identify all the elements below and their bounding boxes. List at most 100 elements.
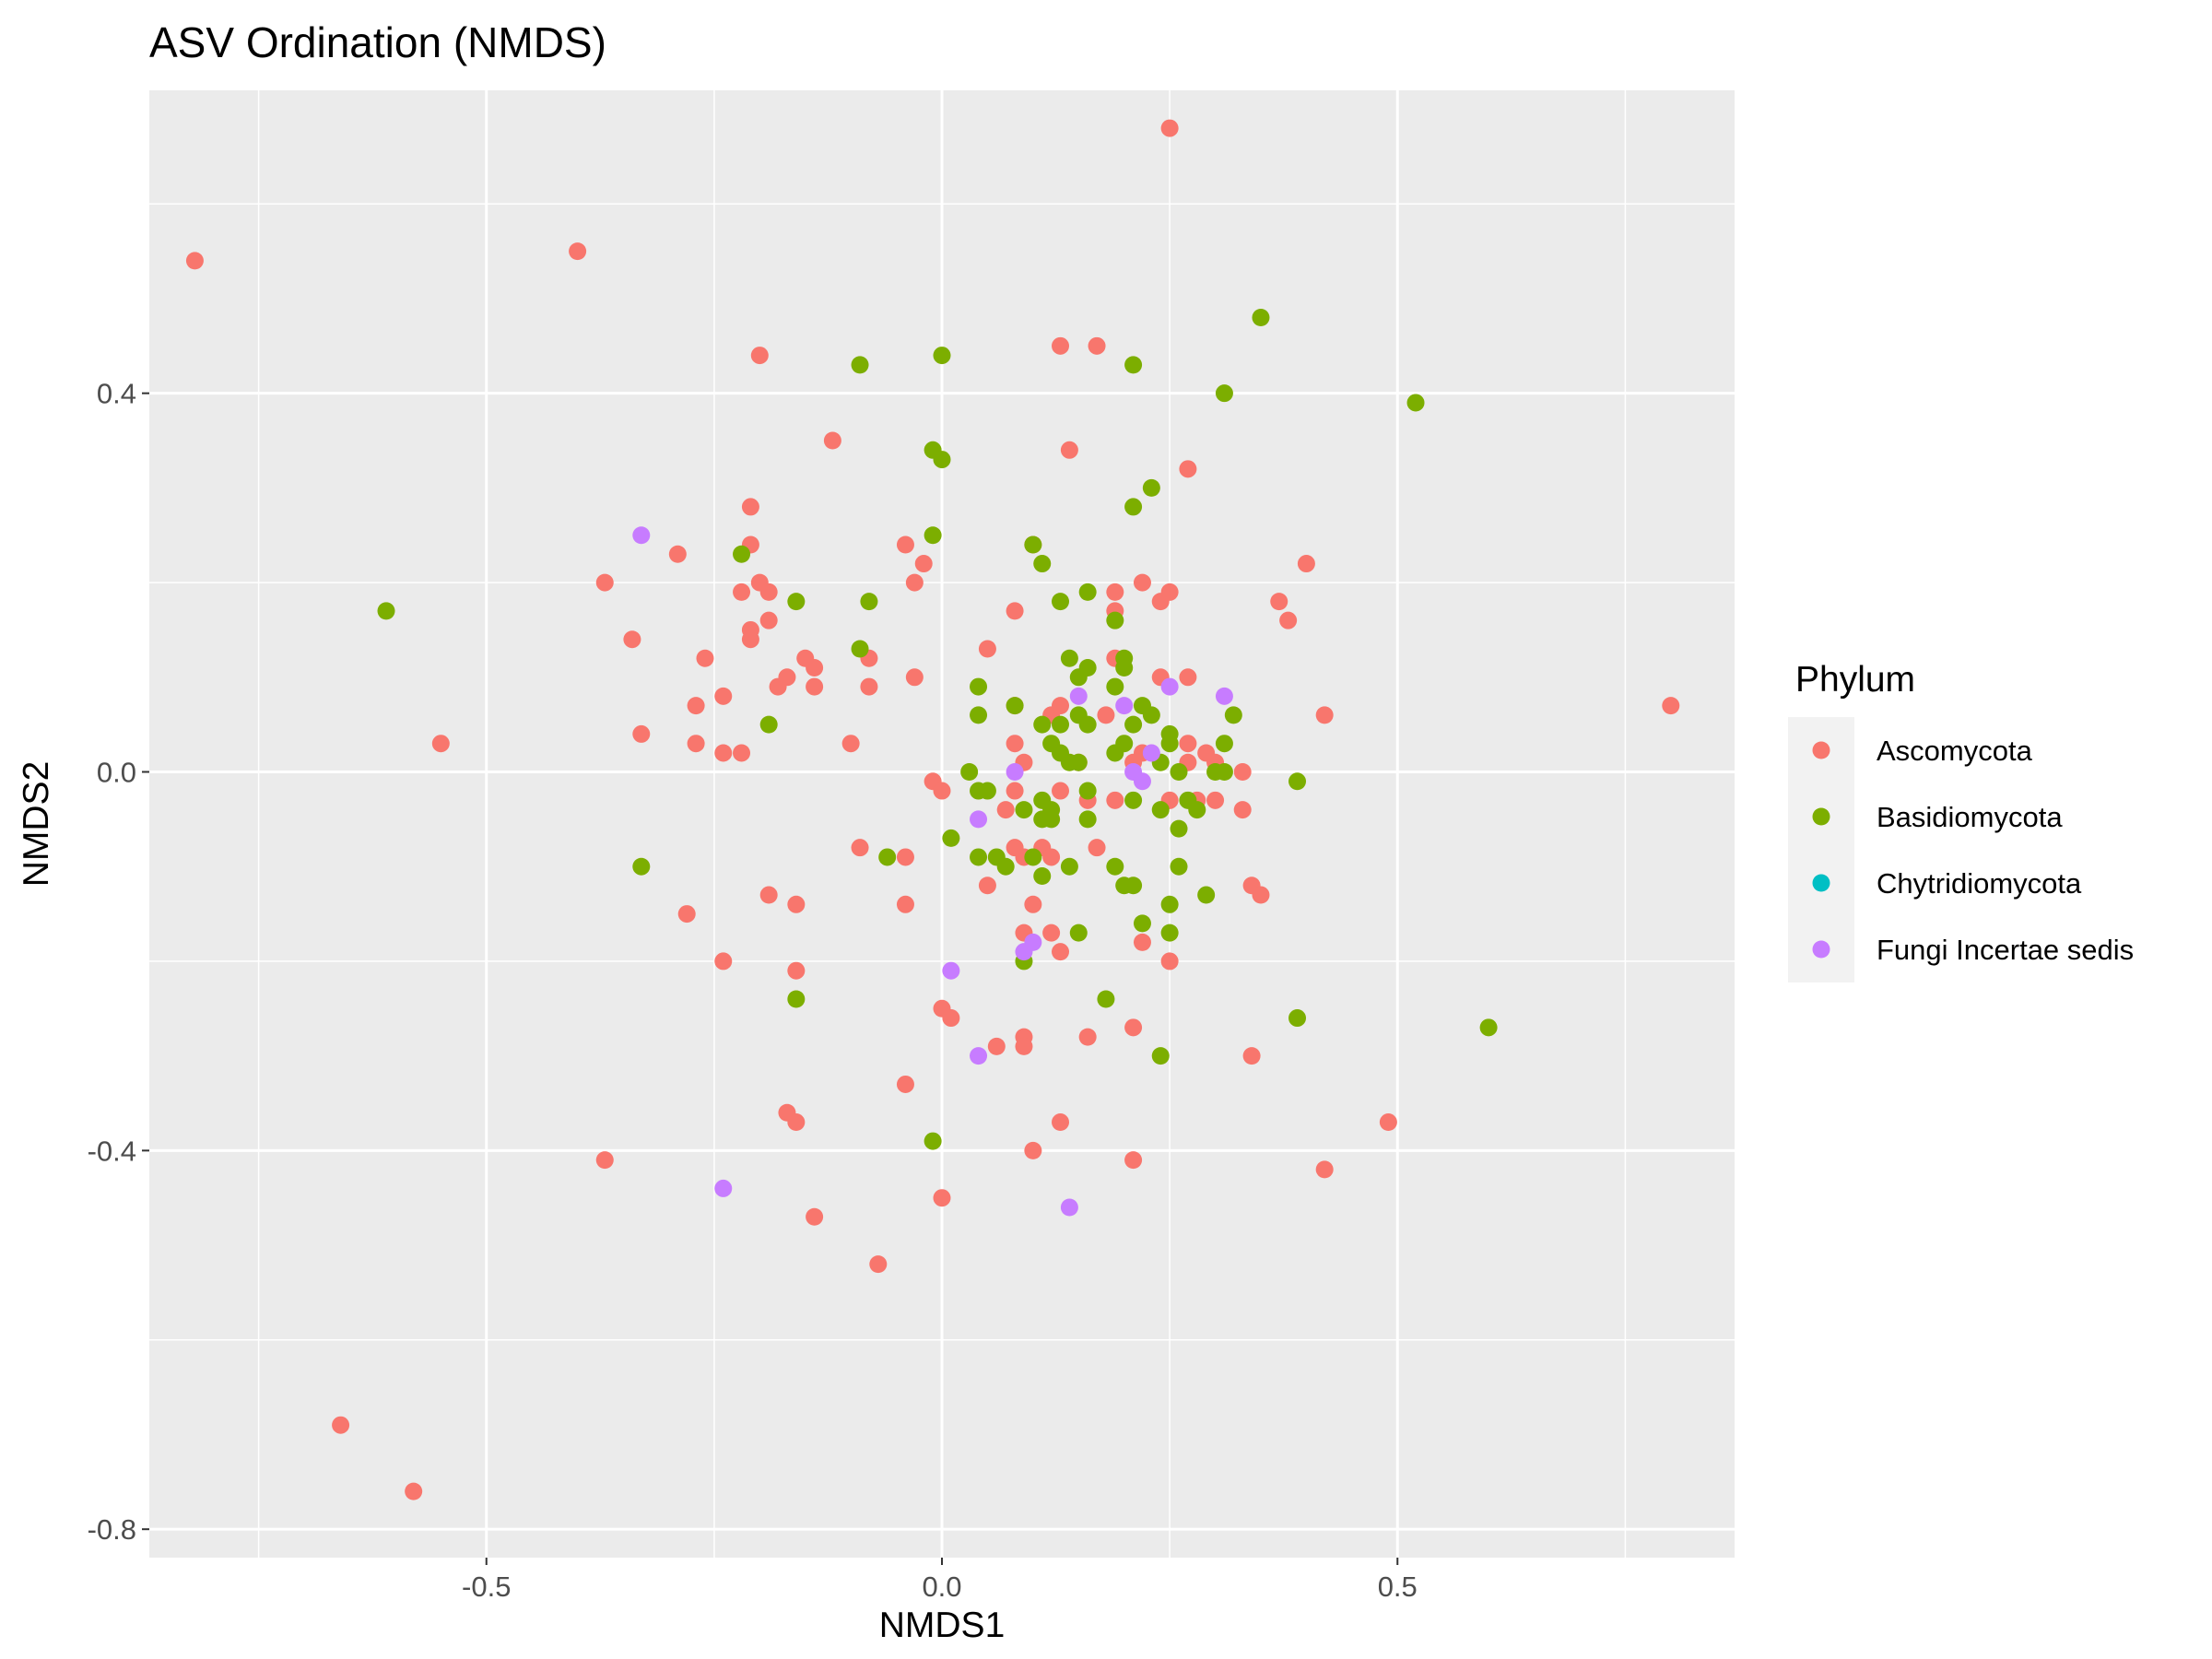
point-ascomycota xyxy=(569,242,587,261)
point-ascomycota xyxy=(759,611,778,629)
point-basidiomycota xyxy=(978,782,996,800)
point-ascomycota xyxy=(806,1207,824,1226)
point-basidiomycota xyxy=(1078,810,1097,829)
point-ascomycota xyxy=(841,735,860,753)
point-ascomycota xyxy=(1297,555,1315,573)
point-ascomycota xyxy=(1124,1018,1143,1037)
point-fungi-incertae-sedis xyxy=(1215,687,1233,705)
point-fungi-incertae-sedis xyxy=(1060,1198,1078,1217)
point-ascomycota xyxy=(1252,886,1270,904)
point-fungi-incertae-sedis xyxy=(1015,943,1033,961)
legend-title: Phylum xyxy=(1795,660,1915,700)
point-ascomycota xyxy=(905,668,924,687)
point-basidiomycota xyxy=(1188,801,1206,819)
point-ascomycota xyxy=(668,545,687,563)
y-tick-label: -0.4 xyxy=(88,1135,136,1167)
point-basidiomycota xyxy=(1106,677,1124,696)
point-basidiomycota xyxy=(942,829,960,847)
point-fungi-incertae-sedis xyxy=(1133,772,1151,791)
point-ascomycota xyxy=(978,877,996,895)
point-fungi-incertae-sedis xyxy=(970,810,988,829)
x-tick-label: 0.0 xyxy=(922,1571,961,1603)
point-ascomycota xyxy=(1315,706,1334,724)
point-ascomycota xyxy=(431,735,450,753)
point-ascomycota xyxy=(787,895,806,913)
point-ascomycota xyxy=(1379,1113,1397,1132)
point-ascomycota xyxy=(905,573,924,592)
legend-label-ascomycota: Ascomycota xyxy=(1877,735,2033,767)
point-ascomycota xyxy=(1124,1151,1143,1170)
point-basidiomycota xyxy=(1479,1018,1498,1037)
point-basidiomycota xyxy=(1160,895,1179,913)
point-ascomycota xyxy=(714,744,733,762)
x-axis-ticks: -0.5 0.0 0.5 xyxy=(462,1558,1418,1603)
point-basidiomycota xyxy=(1170,819,1188,838)
point-fungi-incertae-sedis xyxy=(714,1179,733,1197)
point-fungi-incertae-sedis xyxy=(942,961,960,980)
point-fungi-incertae-sedis xyxy=(1142,744,1160,762)
point-ascomycota xyxy=(1106,791,1124,809)
point-ascomycota xyxy=(632,724,651,743)
point-ascomycota xyxy=(896,895,914,913)
point-ascomycota xyxy=(1179,735,1197,753)
point-ascomycota xyxy=(1088,336,1106,355)
legend-swatch-basidiomycota xyxy=(1812,807,1830,826)
point-basidiomycota xyxy=(1015,801,1033,819)
point-basidiomycota xyxy=(1069,924,1088,942)
x-axis-title: NMDS1 xyxy=(879,1606,1006,1645)
point-ascomycota xyxy=(1052,336,1070,355)
data-points xyxy=(185,119,1680,1500)
point-ascomycota xyxy=(1315,1160,1334,1179)
point-ascomycota xyxy=(823,431,841,450)
point-ascomycota xyxy=(595,1151,614,1170)
point-ascomycota xyxy=(787,1113,806,1132)
point-ascomycota xyxy=(1233,763,1252,782)
point-basidiomycota xyxy=(924,526,942,545)
point-basidiomycota xyxy=(1197,886,1216,904)
point-basidiomycota xyxy=(1078,782,1097,800)
point-ascomycota xyxy=(1279,611,1298,629)
point-ascomycota xyxy=(942,1009,960,1028)
legend-swatch-ascomycota xyxy=(1812,741,1830,759)
point-ascomycota xyxy=(1015,1037,1033,1055)
point-basidiomycota xyxy=(1215,763,1233,782)
point-ascomycota xyxy=(1160,952,1179,971)
x-tick-label: 0.5 xyxy=(1378,1571,1418,1603)
point-ascomycota xyxy=(1052,782,1070,800)
y-tick-label: 0.4 xyxy=(97,378,136,410)
legend-label-fungi-incertae-sedis: Fungi Incertae sedis xyxy=(1877,934,2134,966)
point-basidiomycota xyxy=(1124,791,1143,809)
point-ascomycota xyxy=(1133,573,1151,592)
point-ascomycota xyxy=(677,905,696,924)
legend-swatch-fungi-incertae-sedis xyxy=(1812,940,1830,959)
point-basidiomycota xyxy=(933,347,951,365)
point-basidiomycota xyxy=(1252,309,1270,327)
point-basidiomycota xyxy=(1124,877,1143,895)
point-basidiomycota xyxy=(1078,715,1097,734)
point-ascomycota xyxy=(741,630,759,649)
point-basidiomycota xyxy=(1215,384,1233,403)
y-tick-label: 0.0 xyxy=(97,757,136,789)
point-ascomycota xyxy=(996,801,1015,819)
point-ascomycota xyxy=(405,1482,423,1500)
point-ascomycota xyxy=(1006,602,1024,620)
point-ascomycota xyxy=(1662,697,1680,715)
point-fungi-incertae-sedis xyxy=(1069,687,1088,705)
point-ascomycota xyxy=(687,697,705,715)
point-basidiomycota xyxy=(1124,498,1143,516)
point-basidiomycota xyxy=(1288,1009,1307,1028)
point-ascomycota xyxy=(933,1189,951,1207)
point-ascomycota xyxy=(787,961,806,980)
point-ascomycota xyxy=(769,677,787,696)
point-ascomycota xyxy=(741,498,759,516)
point-basidiomycota xyxy=(787,593,806,611)
legend-swatch-chytridiomycota xyxy=(1812,874,1830,892)
point-ascomycota xyxy=(1078,1028,1097,1046)
point-ascomycota xyxy=(1006,735,1024,753)
point-ascomycota xyxy=(1233,801,1252,819)
point-basidiomycota xyxy=(970,706,988,724)
point-ascomycota xyxy=(1006,782,1024,800)
point-basidiomycota xyxy=(1160,735,1179,753)
point-fungi-incertae-sedis xyxy=(1006,763,1024,782)
